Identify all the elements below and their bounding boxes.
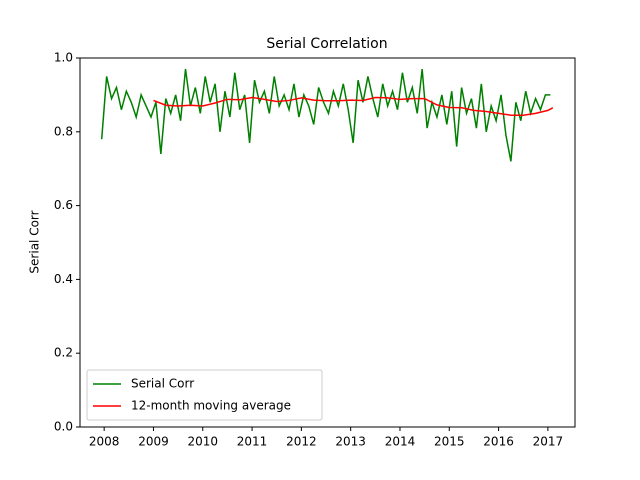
y-tick-label: 1.0 (54, 51, 73, 65)
plot-frame (79, 57, 576, 428)
y-tick-label: 0.0 (54, 420, 73, 434)
y-axis-label: Serial Corr (28, 210, 42, 273)
x-tick-label: 2011 (237, 435, 268, 449)
chart-title: Serial Correlation (266, 36, 387, 52)
legend-label: Serial Corr (131, 377, 194, 391)
y-tick-label: 0.8 (54, 124, 73, 138)
legend-box (86, 369, 323, 421)
x-tick-label: 2013 (335, 435, 366, 449)
data-line (153, 96, 554, 116)
y-tick-label: 0.2 (54, 346, 73, 360)
x-tick-label: 2015 (434, 435, 465, 449)
y-tick-label: 0.6 (54, 198, 73, 212)
x-tick-label: 2010 (187, 435, 218, 449)
x-tick-label: 2009 (138, 435, 169, 449)
y-tick-label: 0.4 (54, 272, 73, 286)
x-tick-label: 2008 (89, 435, 120, 449)
x-tick-label: 2017 (533, 435, 564, 449)
legend-label: 12-month moving average (131, 399, 291, 413)
data-line (100, 68, 551, 162)
x-tick-label: 2014 (385, 435, 416, 449)
x-tick-label: 2016 (483, 435, 514, 449)
x-tick-label: 2012 (286, 435, 317, 449)
